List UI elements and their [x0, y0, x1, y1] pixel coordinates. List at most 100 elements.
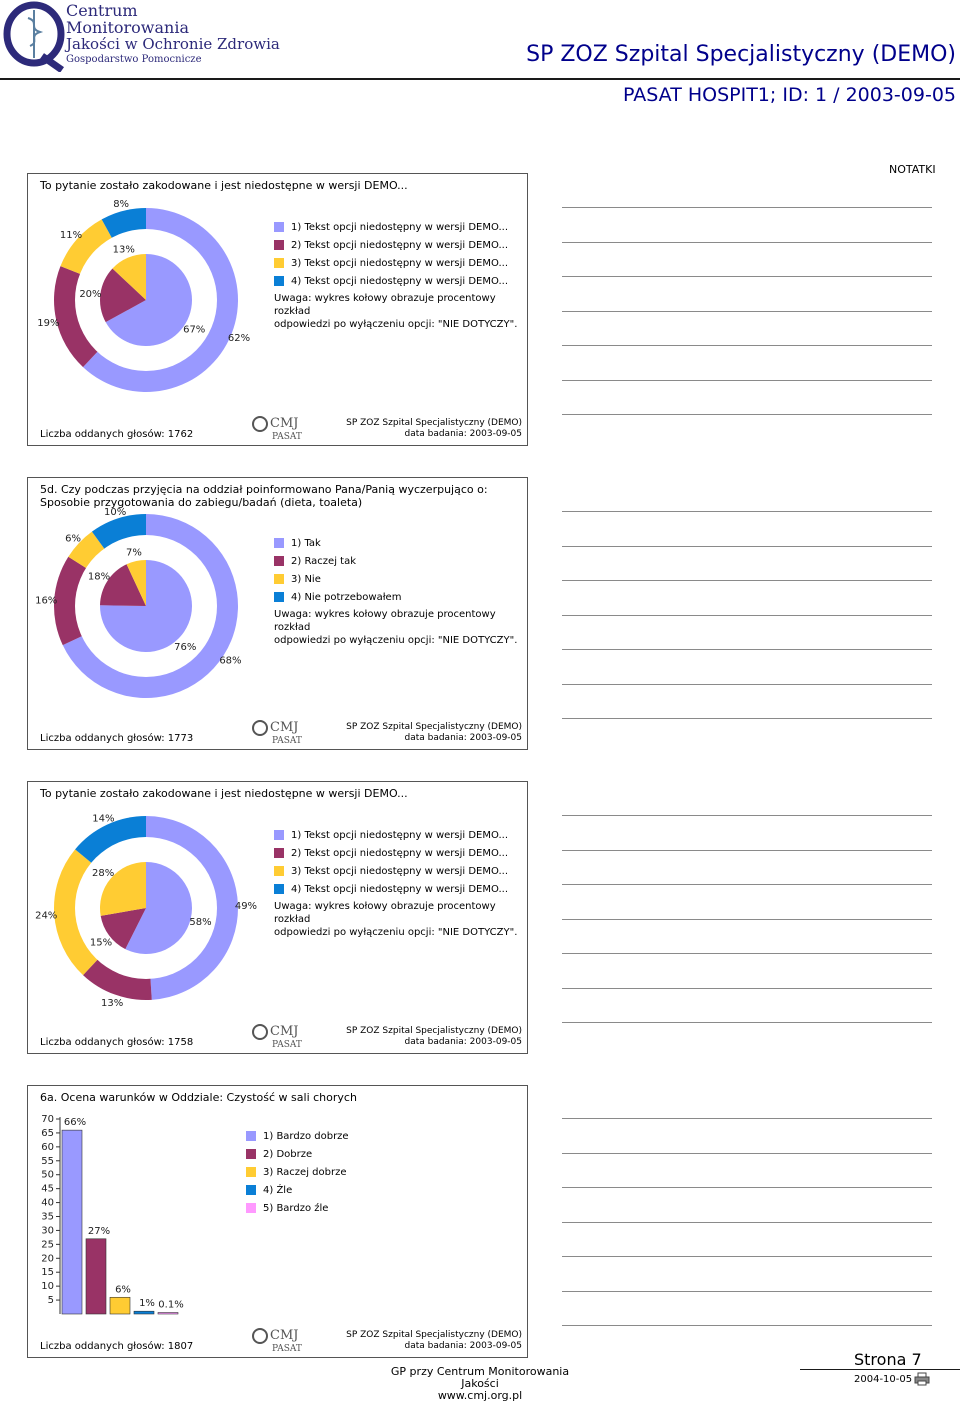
inner-slice: [126, 560, 146, 606]
legend-swatch: [274, 258, 284, 268]
print-date: 2004-10-05: [854, 1374, 913, 1385]
note-line: [562, 1325, 932, 1326]
chart-legend: 1) Tak 2) Raczej tak 3) Nie 4) Nie potrz…: [274, 534, 527, 647]
y-tick-label: 30: [41, 1225, 54, 1236]
legend-note: Uwaga: wykres kołowy obrazuje procentowy…: [274, 901, 518, 938]
y-tick-label: 50: [41, 1170, 54, 1181]
inner-slice: [125, 862, 192, 954]
panel-org: SP ZOZ Szpital Specjalistyczny (DEMO) dat…: [346, 418, 522, 439]
legend-item: 4) Nie potrzebowałem: [274, 588, 527, 606]
note-line: [562, 918, 932, 920]
legend-swatch: [274, 866, 284, 876]
chart-legend: 1) Tekst opcji niedostępny w wersji DEMO…: [274, 826, 527, 939]
svg-text:PASAT: PASAT: [272, 736, 302, 745]
page-title: SP ZOZ Szpital Specjalistyczny (DEMO): [526, 42, 956, 67]
note-line: [562, 241, 932, 243]
svg-text:PASAT: PASAT: [272, 432, 302, 441]
legend-swatch: [246, 1203, 256, 1213]
y-tick-label: 15: [41, 1267, 54, 1278]
panel-org: SP ZOZ Szpital Specjalistyczny (DEMO) dat…: [346, 1330, 522, 1351]
y-tick-label: 20: [41, 1253, 54, 1264]
outer-slice-label: 10%: [104, 507, 126, 518]
note-line: [562, 987, 932, 989]
legend-item: 1) Tak: [274, 534, 527, 552]
note-line: [562, 849, 932, 851]
note-line: [562, 614, 932, 616]
inner-slice-label: 58%: [189, 917, 211, 928]
panel-org: SP ZOZ Szpital Specjalistyczny (DEMO) dat…: [346, 1026, 522, 1047]
bar: [85, 1238, 107, 1315]
legend-swatch: [246, 1131, 256, 1141]
chart-title: To pytanie zostało zakodowane i jest nie…: [40, 787, 408, 800]
page-subtitle: PASAT HOSPIT1; ID: 1 / 2003-09-05: [623, 84, 956, 106]
legend-note: Uwaga: wykres kołowy obrazuje procentowy…: [274, 293, 518, 330]
y-tick-label: 25: [41, 1239, 54, 1250]
legend-swatch: [274, 538, 284, 548]
inner-slice-label: 7%: [126, 547, 142, 558]
y-tick-label: 35: [41, 1212, 54, 1223]
pie-chart: 62% 19% 11% 8% 67% 20% 13%: [37, 199, 250, 392]
note-line: [562, 345, 932, 346]
inner-slice-label: 28%: [92, 868, 114, 879]
inner-slice: [112, 254, 146, 300]
vote-count: Liczba oddanych głosów: 1773: [40, 733, 194, 744]
chart-title: 5d. Czy podczas przyjęcia na oddział poi…: [40, 483, 488, 509]
inner-slice-label: 18%: [88, 572, 110, 583]
note-line: [562, 580, 932, 581]
footer-org: GP przy Centrum Monitorowania Jakości ww…: [390, 1365, 570, 1402]
legend-item: 3) Tekst opcji niedostępny w wersji DEMO…: [274, 254, 527, 272]
outer-slice-label: 13%: [101, 998, 123, 1009]
y-tick-label: 55: [41, 1156, 54, 1167]
note-line: [562, 379, 932, 381]
bar-value-label: 0.1%: [158, 1300, 183, 1311]
outer-slice-label: 11%: [60, 230, 82, 241]
legend-item: 4) Tekst opcji niedostępny w wersji DEMO…: [274, 272, 527, 290]
legend-item: 1) Bardzo dobrze: [246, 1127, 349, 1145]
chart-panel-3: To pytanie zostało zakodowane i jest nie…: [27, 781, 528, 1054]
note-line: [562, 1187, 932, 1188]
note-line: [562, 1022, 932, 1023]
svg-text:CMJ: CMJ: [270, 720, 298, 735]
note-line: [562, 953, 932, 954]
legend-item: 2) Dobrze: [246, 1145, 349, 1163]
inner-slice: [105, 254, 193, 346]
legend-swatch: [274, 592, 284, 602]
y-tick-label: 40: [41, 1198, 54, 1209]
y-tick-label: 65: [41, 1128, 54, 1139]
panel-org: SP ZOZ Szpital Specjalistyczny (DEMO) dat…: [346, 722, 522, 743]
inner-slice: [100, 268, 146, 323]
svg-text:PASAT: PASAT: [272, 1040, 302, 1049]
bar: [109, 1296, 131, 1315]
y-tick-label: 60: [41, 1142, 54, 1153]
bar-value-label: 6%: [115, 1284, 131, 1295]
legend-swatch: [274, 574, 284, 584]
bar-value-label: 66%: [64, 1117, 86, 1128]
chart-legend: 1) Bardzo dobrze 2) Dobrze 3) Raczej dob…: [246, 1127, 349, 1217]
legend-item: 3) Nie: [274, 570, 527, 588]
legend-swatch: [274, 222, 284, 232]
bar: [133, 1310, 155, 1315]
printer-icon[interactable]: [914, 1372, 930, 1386]
y-tick-label: 45: [41, 1184, 54, 1195]
vote-count: Liczba oddanych głosów: 1758: [40, 1037, 194, 1048]
pie-chart: 68% 16% 6% 10% 76% 18% 7%: [35, 507, 242, 698]
outer-slice-label: 62%: [228, 333, 250, 344]
inner-slice: [100, 564, 146, 606]
note-line: [562, 545, 932, 547]
chart-panel-2: 5d. Czy podczas przyjęcia na oddział poi…: [27, 477, 528, 750]
inner-slice-label: 15%: [90, 937, 112, 948]
vote-count: Liczba oddanych głosów: 1762: [40, 429, 194, 440]
legend-swatch: [246, 1185, 256, 1195]
pie-chart: 49% 13% 24% 14% 58% 15% 28%: [35, 814, 257, 1010]
note-line: [562, 683, 932, 685]
chart-panel-4: 6a. Ocena warunków w Oddziale: Czystość …: [27, 1085, 528, 1358]
legend-swatch: [274, 848, 284, 858]
note-line: [562, 1256, 932, 1257]
outer-slice-label: 16%: [35, 596, 57, 607]
legend-swatch: [274, 884, 284, 894]
notes-title: NOTATKI: [889, 163, 936, 176]
outer-slice-label: 19%: [37, 318, 59, 329]
